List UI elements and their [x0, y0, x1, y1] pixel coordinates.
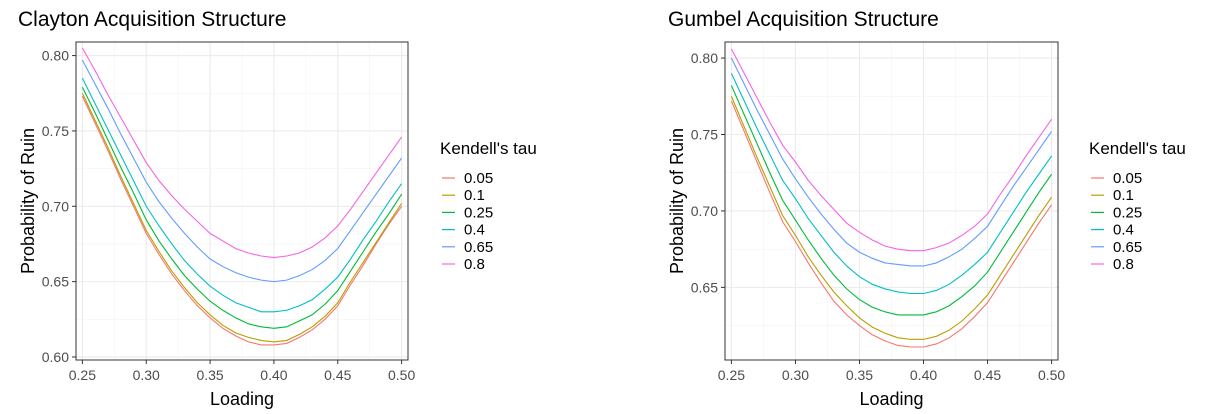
chart-panel-1: 0.25 0.30 0.35 0.40 0.45 0.50 0.60 0.65 0.70 0.75…	[18, 8, 537, 409]
y-tick-label: 0.65	[42, 274, 69, 290]
legend-item: 0.1	[442, 187, 485, 204]
x-axis-title: Loading	[210, 389, 274, 409]
legend-item: 0.1	[1091, 187, 1134, 204]
legend-label: 0.1	[1113, 187, 1134, 204]
x-tick-label: 0.50	[1038, 367, 1065, 383]
legend-item: 0.8	[1091, 256, 1134, 273]
legend-item: 0.8	[442, 256, 485, 273]
legend-label: 0.25	[1113, 204, 1142, 221]
legend-item: 0.05	[442, 170, 493, 187]
y-axis: 0.60 0.65 0.70 0.75 0.80	[42, 48, 76, 365]
y-tick-label: 0.80	[691, 50, 718, 66]
x-axis-title: Loading	[859, 389, 923, 409]
x-axis: 0.25 0.30 0.35 0.40 0.45 0.50	[69, 360, 415, 383]
legend-item: 0.05	[1091, 170, 1142, 187]
x-tick-label: 0.30	[133, 367, 160, 383]
series-line-tau-0-4	[730, 73, 1053, 295]
series-line-tau-0-05	[730, 100, 1053, 348]
x-tick-label: 0.45	[974, 367, 1001, 383]
legend-label: 0.25	[464, 204, 493, 221]
legend-label: 0.4	[1113, 222, 1134, 239]
legend-title: Kendell's tau	[440, 139, 537, 158]
x-tick-label: 0.35	[196, 367, 223, 383]
y-tick-label: 0.75	[691, 126, 718, 142]
series-line-tau-0-25	[730, 85, 1053, 316]
legend-label: 0.4	[464, 222, 485, 239]
legend-label: 0.65	[464, 239, 493, 256]
series-group	[730, 48, 1053, 348]
x-tick-label: 0.25	[718, 367, 745, 383]
plot-border	[724, 41, 1059, 361]
chart-title: Clayton Acquisition Structure	[18, 8, 286, 31]
legend-label: 0.1	[464, 187, 485, 204]
legend-item: 0.4	[442, 222, 485, 239]
legend: Kendell's tau 0.050.10.250.40.650.8	[1089, 139, 1186, 273]
series-line-tau-0-25	[81, 86, 403, 329]
legend: Kendell's tau 0.050.10.250.40.650.8	[440, 139, 537, 273]
y-tick-label: 0.60	[42, 349, 69, 365]
legend-item: 0.25	[442, 204, 493, 221]
x-tick-label: 0.35	[846, 367, 873, 383]
legend-item: 0.65	[1091, 239, 1142, 256]
legend-label: 0.65	[1113, 239, 1142, 256]
series-line-tau-0-8	[81, 47, 403, 259]
x-tick-label: 0.25	[69, 367, 96, 383]
series-line-tau-0-65	[730, 57, 1053, 267]
x-tick-label: 0.30	[782, 367, 809, 383]
y-tick-label: 0.80	[42, 48, 69, 64]
y-axis: 0.65 0.70 0.75 0.80	[691, 50, 725, 295]
series-line-tau-0-05	[81, 96, 403, 346]
y-axis-title: Probability of Ruin	[18, 128, 38, 274]
x-axis: 0.25 0.30 0.35 0.40 0.45 0.50	[718, 360, 1065, 383]
y-axis-title: Probability of Ruin	[667, 128, 687, 274]
series-line-tau-0-1	[81, 93, 403, 343]
legend-label: 0.05	[464, 170, 493, 187]
plot-border	[75, 41, 409, 361]
series-group	[81, 47, 403, 346]
x-tick-label: 0.40	[260, 367, 287, 383]
legend-title: Kendell's tau	[1089, 139, 1186, 158]
legend-label: 0.05	[1113, 170, 1142, 187]
series-line-tau-0-8	[730, 48, 1053, 252]
legend-item: 0.4	[1091, 222, 1134, 239]
series-line-tau-0-65	[81, 59, 403, 283]
legend-label: 0.8	[1113, 256, 1134, 273]
chart-panel-2: 0.25 0.30 0.35 0.40 0.45 0.500.650.700.750.80…	[667, 8, 1186, 409]
x-tick-label: 0.45	[324, 367, 351, 383]
series-line-tau-0-1	[730, 96, 1053, 340]
x-tick-label: 0.40	[910, 367, 937, 383]
legend-label: 0.8	[464, 256, 485, 273]
legend-item: 0.65	[442, 239, 493, 256]
y-tick-label: 0.70	[42, 198, 69, 214]
y-tick-label: 0.75	[42, 123, 69, 139]
series-line-tau-0-4	[81, 77, 403, 313]
y-tick-label: 0.70	[691, 203, 718, 219]
y-tick-label: 0.65	[691, 279, 718, 295]
x-tick-label: 0.50	[388, 367, 415, 383]
legend-item: 0.25	[1091, 204, 1142, 221]
chart-title: Gumbel Acquisition Structure	[668, 8, 939, 31]
